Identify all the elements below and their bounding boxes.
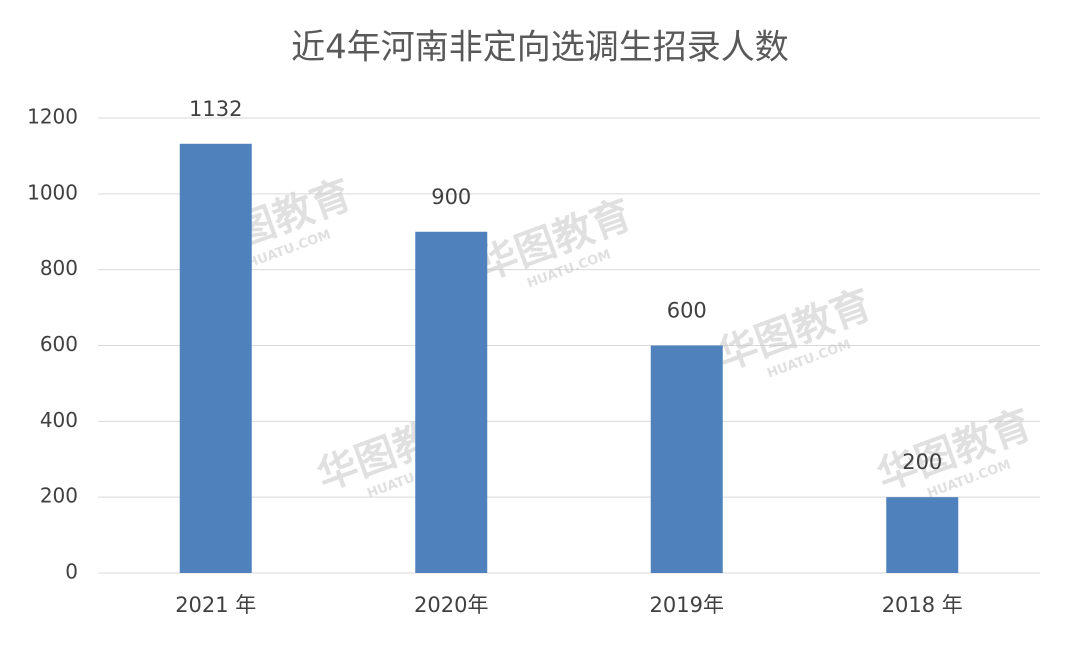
data-label: 600 [667, 299, 707, 323]
y-tick-label: 800 [40, 256, 78, 280]
y-tick-label: 1200 [27, 105, 78, 129]
y-tick-label: 600 [40, 332, 78, 356]
x-tick-label: 2019年 [650, 593, 724, 617]
data-label: 900 [431, 185, 471, 209]
bar [415, 231, 488, 573]
x-tick-label: 2018 年 [882, 593, 963, 617]
y-tick-label: 200 [40, 484, 78, 508]
data-label: 1132 [189, 97, 242, 121]
x-tick-label: 2021 年 [175, 593, 256, 617]
y-tick-label: 400 [40, 408, 78, 432]
x-tick-label: 2020年 [414, 593, 488, 617]
y-tick-label: 1000 [27, 180, 78, 204]
data-label: 200 [902, 450, 942, 474]
bar [886, 497, 959, 573]
chart-title: 近4年河南非定向选调生招录人数 [291, 28, 789, 68]
bar [650, 345, 723, 573]
bar [179, 143, 252, 574]
y-tick-label: 0 [65, 560, 78, 584]
